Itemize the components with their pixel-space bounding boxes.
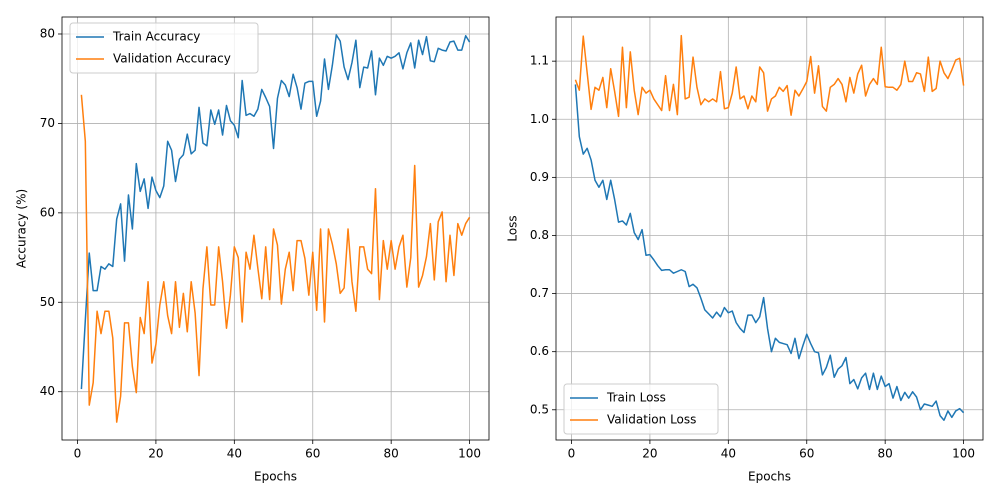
x-axis-label: Epochs [748,470,791,484]
y-tick-label: 1.1 [530,54,549,68]
line-series [80,34,471,390]
legend-box [563,383,719,435]
legend-label: Validation Accuracy [113,52,231,66]
y-tick-label: 0.5 [530,402,549,416]
axes-frame [555,16,984,441]
y-axis-label: Accuracy (%) [15,189,29,268]
y-tick-label: 80 [40,26,55,40]
y-tick-label: 0.7 [530,286,549,300]
x-tick-label: 80 [384,447,399,461]
y-tick-label: 0.8 [530,228,549,242]
legend-label: Train Accuracy [112,30,200,44]
x-tick-label: 100 [458,447,481,461]
legend-label: Validation Loss [607,413,696,427]
x-tick-label: 40 [227,447,242,461]
legend-label: Train Loss [606,391,666,405]
line-series [574,84,965,421]
x-tick-label: 0 [74,447,82,461]
y-tick-label: 1.0 [530,112,549,126]
x-tick-label: 20 [642,447,657,461]
x-tick-label: 100 [952,447,975,461]
line-series [80,94,471,423]
x-tick-label: 60 [305,447,320,461]
y-tick-label: 0.9 [530,170,549,184]
x-axis-label: Epochs [254,470,297,484]
axes-frame [61,16,490,441]
y-tick-label: 40 [40,384,55,398]
x-tick-label: 60 [799,447,814,461]
x-tick-label: 20 [148,447,163,461]
y-axis-label: Loss [506,215,520,241]
y-tick-label: 70 [40,116,55,130]
x-tick-label: 40 [721,447,736,461]
y-tick-label: 50 [40,295,55,309]
x-tick-label: 0 [568,447,576,461]
y-tick-label: 60 [40,205,55,219]
legend-box [69,22,259,74]
y-tick-label: 0.6 [530,344,549,358]
line-series [574,34,965,118]
x-tick-label: 80 [878,447,893,461]
